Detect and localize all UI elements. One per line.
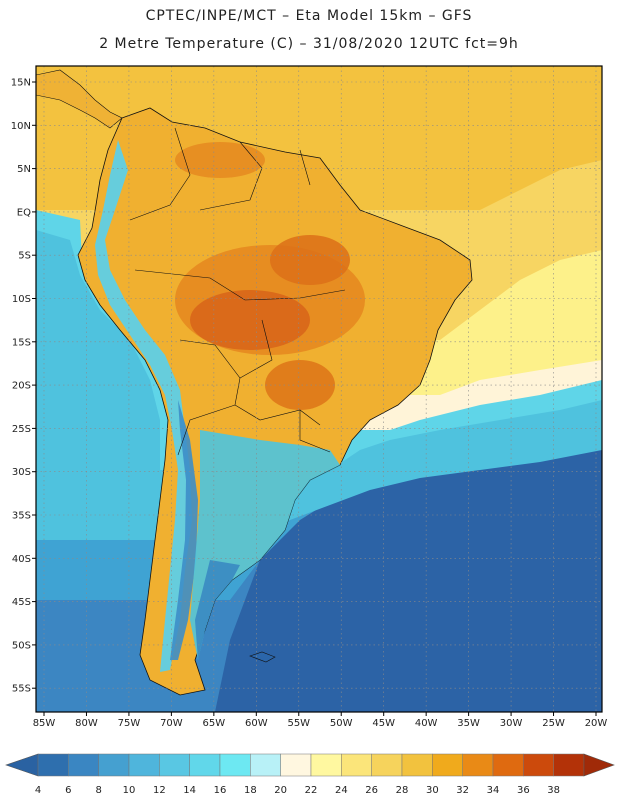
andes-cold-ridge bbox=[95, 140, 192, 672]
colorbar-low-arrow bbox=[5, 753, 39, 777]
colorbar-label: 24 bbox=[335, 785, 348, 796]
colorbar-swatch bbox=[159, 753, 190, 777]
lat-label: 5S bbox=[18, 251, 31, 262]
colorbar-label: 6 bbox=[65, 785, 71, 796]
patagonia-cold bbox=[170, 400, 198, 660]
colorbar-swatch bbox=[189, 753, 221, 777]
lat-label: EQ bbox=[17, 207, 31, 218]
colorbar-swatch bbox=[250, 753, 281, 777]
lon-label: 40W bbox=[415, 718, 438, 729]
central-america-land bbox=[36, 69, 123, 129]
colorbar-swatch bbox=[128, 753, 160, 777]
latitude-labels: 15N 10N 5N EQ 5S 10S 15S 20S 25S 30S 35S 40S 45S 50S 5… bbox=[11, 78, 36, 695]
colorbar-swatch bbox=[401, 753, 433, 777]
colorbar-swatch bbox=[492, 753, 524, 777]
lon-label: 30W bbox=[500, 718, 523, 729]
lon-label: 50W bbox=[330, 718, 353, 729]
colorbar-label: 34 bbox=[487, 785, 500, 796]
colorbar-swatch bbox=[98, 753, 130, 777]
heat-zone-south bbox=[265, 360, 335, 410]
colorbar-swatch bbox=[219, 753, 251, 777]
colorbar-label: 10 bbox=[123, 785, 136, 796]
lat-label: 10S bbox=[12, 294, 31, 305]
map-title-field: 2 Metre Temperature (C) – 31/08/2020 12U… bbox=[99, 36, 519, 52]
lon-label: 70W bbox=[160, 718, 183, 729]
lat-label: 10N bbox=[11, 121, 31, 132]
lat-label: 15N bbox=[11, 78, 31, 89]
colorbar-label: 8 bbox=[95, 785, 101, 796]
country-borders bbox=[129, 127, 346, 456]
lon-label: 45W bbox=[372, 718, 395, 729]
lat-label: 55S bbox=[12, 684, 31, 695]
colorbar-high-arrow bbox=[583, 753, 615, 777]
longitude-labels: 85W 80W 75W 70W 65W 60W 55W 50W 45W 40W 35W 30W 25W 2… bbox=[33, 712, 608, 729]
colorbar-label: 14 bbox=[183, 785, 196, 796]
lat-label: 40S bbox=[12, 554, 31, 565]
lon-label: 65W bbox=[203, 718, 226, 729]
map-frame bbox=[35, 65, 603, 713]
map-title-model: CPTEC/INPE/MCT – Eta Model 15km – GFS bbox=[145, 8, 473, 24]
lat-label: 45S bbox=[12, 597, 31, 608]
lat-label: 50S bbox=[12, 640, 31, 651]
heat-zone-amazon bbox=[270, 235, 350, 285]
lat-label: 15S bbox=[12, 337, 31, 348]
colorbar-label: 22 bbox=[305, 785, 318, 796]
lon-label: 35W bbox=[457, 718, 480, 729]
colorbar-swatch bbox=[37, 753, 69, 777]
lon-label: 55W bbox=[287, 718, 310, 729]
colorbar-swatch bbox=[371, 753, 403, 777]
colorbar-label: 20 bbox=[274, 785, 287, 796]
lon-label: 75W bbox=[118, 718, 141, 729]
colorbar-swatch bbox=[341, 753, 372, 777]
colorbar-label: 30 bbox=[426, 785, 439, 796]
colorbar-label: 12 bbox=[153, 785, 166, 796]
colorbar-label: 4 bbox=[35, 785, 41, 796]
colorbar-label: 32 bbox=[456, 785, 469, 796]
colorbar-label: 16 bbox=[214, 785, 227, 796]
colorbar-label: 36 bbox=[517, 785, 530, 796]
lat-label: 30S bbox=[12, 467, 31, 478]
colorbar: 4 6 8 10 12 14 16 18 20 22 24 26 28 30 32 34 36 38 bbox=[5, 753, 615, 796]
colorbar-swatch bbox=[310, 753, 342, 777]
southern-cone-cool bbox=[190, 430, 340, 660]
colorbar-swatch bbox=[68, 753, 99, 777]
colorbar-swatch bbox=[432, 753, 463, 777]
colorbar-swatch bbox=[462, 753, 494, 777]
colorbar-label: 38 bbox=[547, 785, 560, 796]
lat-label: 35S bbox=[12, 511, 31, 522]
lon-label: 80W bbox=[75, 718, 98, 729]
colorbar-label: 26 bbox=[365, 785, 378, 796]
lon-label: 20W bbox=[585, 718, 608, 729]
colorbar-swatch bbox=[553, 753, 585, 777]
colorbar-swatch bbox=[523, 753, 554, 777]
lat-label: 25S bbox=[12, 424, 31, 435]
lon-label: 85W bbox=[33, 718, 56, 729]
map-field bbox=[36, 66, 602, 712]
colorbar-swatch bbox=[280, 753, 312, 777]
lon-label: 60W bbox=[245, 718, 268, 729]
falkland-islands bbox=[249, 651, 276, 663]
pacific-cold-current bbox=[36, 230, 160, 520]
colorbar-label: 18 bbox=[244, 785, 257, 796]
heat-zone-core bbox=[190, 290, 310, 350]
colorbar-label: 28 bbox=[396, 785, 409, 796]
heat-zone-north bbox=[175, 142, 265, 178]
lat-label: 20S bbox=[12, 381, 31, 392]
lon-label: 25W bbox=[542, 718, 565, 729]
lat-label: 5N bbox=[17, 164, 31, 175]
southern-tip-cold bbox=[195, 560, 240, 660]
